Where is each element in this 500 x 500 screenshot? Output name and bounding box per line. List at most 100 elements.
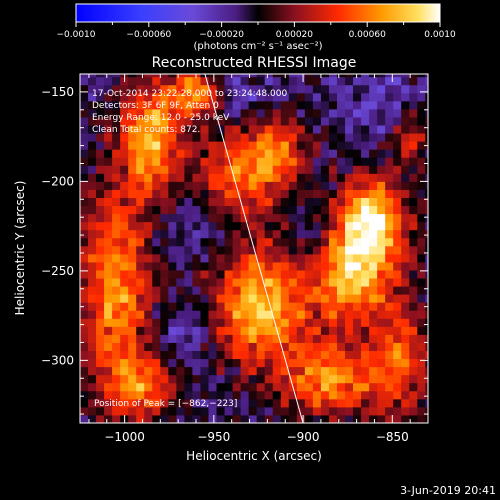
heatmap-cell [320,76,330,86]
heatmap-cell [385,358,394,368]
heatmap-cell [144,406,153,416]
heatmap-cell [136,334,145,343]
heatmap-cell [104,92,113,102]
heatmap-cell [264,286,274,295]
heatmap-cell [112,108,121,118]
heatmap-cell [385,108,394,118]
heatmap-cell [328,334,338,343]
heatmap-cell [128,414,137,423]
heatmap-cell [216,205,226,215]
heatmap-cell [168,213,177,223]
heatmap-cell [208,398,218,408]
heatmap-cell [168,261,177,271]
heatmap-cell [328,261,338,271]
heatmap-cell [417,278,426,287]
heatmap-cell [345,350,354,360]
heatmap-cell [401,374,410,384]
heatmap-cell [353,253,362,263]
heatmap-cell [328,398,338,408]
heatmap-cell [272,334,282,343]
heatmap-cell [224,149,234,158]
heatmap-cell [248,374,258,384]
heatmap-cell [216,390,226,400]
heatmap-cell [361,197,370,207]
heatmap-cell [393,398,402,408]
heatmap-cell [336,133,346,142]
heatmap-cell [353,189,362,198]
heatmap-cell [104,398,113,408]
heatmap-cell [152,165,161,174]
heatmap-cell [96,350,105,360]
heatmap-cell [361,366,370,376]
heatmap-cell [304,245,314,255]
heatmap-cell [304,366,314,376]
heatmap-cell [192,237,201,247]
heatmap-cell [280,245,290,255]
heatmap-cell [353,398,362,408]
heatmap-cell [96,92,105,102]
heatmap-cell [136,189,145,198]
heatmap-cell [208,221,218,231]
heatmap-cell [112,100,121,110]
heatmap-cell [345,318,354,327]
heatmap-cell [128,286,137,295]
heatmap-cell [264,382,274,392]
heatmap-cell [88,334,97,343]
heatmap-cell [385,221,394,231]
heatmap-cell [312,116,322,126]
heatmap-cell [312,358,322,368]
heatmap-cell [104,253,113,263]
heatmap-cell [184,92,193,102]
heatmap-cell [136,173,145,182]
heatmap-cell [320,229,330,239]
heatmap-cell [320,197,330,207]
heatmap-cell [184,398,193,408]
heatmap-cell [328,286,338,295]
heatmap-cell [409,390,418,400]
heatmap-cell [264,108,274,118]
heatmap-cell [80,278,89,287]
heatmap-cell [280,181,290,190]
heatmap-cell [200,406,209,416]
heatmap-cell [240,253,250,263]
heatmap-cell [288,358,298,368]
y-axis-label: Heliocentric Y (arcsec) [13,181,27,316]
heatmap-cell [417,302,426,311]
heatmap-cell [160,76,169,86]
heatmap-cell [240,358,250,368]
heatmap-cell [248,92,258,102]
heatmap-cell [417,245,426,255]
heatmap-cell [136,278,145,287]
heatmap-cell [385,245,394,255]
heatmap-cell [296,253,306,263]
heatmap-cell [240,406,250,416]
heatmap-cell [136,253,145,263]
heatmap-cell [401,350,410,360]
heatmap-cell [248,165,258,174]
heatmap-cell [248,229,258,239]
heatmap-cell [369,173,378,182]
x-tick-label: −900 [287,430,320,444]
heatmap-cell [200,125,209,134]
heatmap-cell [136,116,145,126]
heatmap-cell [393,342,402,352]
heatmap-cell [184,253,193,263]
heatmap-cell [80,398,89,408]
heatmap-cell [320,358,330,368]
heatmap-cell [304,334,314,343]
heatmap-cell [224,189,234,198]
heatmap-cell [208,245,218,255]
heatmap-cell [417,108,426,118]
heatmap-cell [192,406,201,416]
heatmap-cell [168,245,177,255]
heatmap-cell [328,125,338,134]
heatmap-cell [88,197,97,207]
heatmap-cell [216,414,226,423]
heatmap-cell [184,382,193,392]
heatmap-cell [417,221,426,231]
heatmap-cell [248,261,258,271]
colorbar-tick-label: 0.00060 [349,30,386,40]
heatmap-cell [216,318,226,327]
heatmap-cell [96,165,105,174]
heatmap-cell [248,294,258,303]
